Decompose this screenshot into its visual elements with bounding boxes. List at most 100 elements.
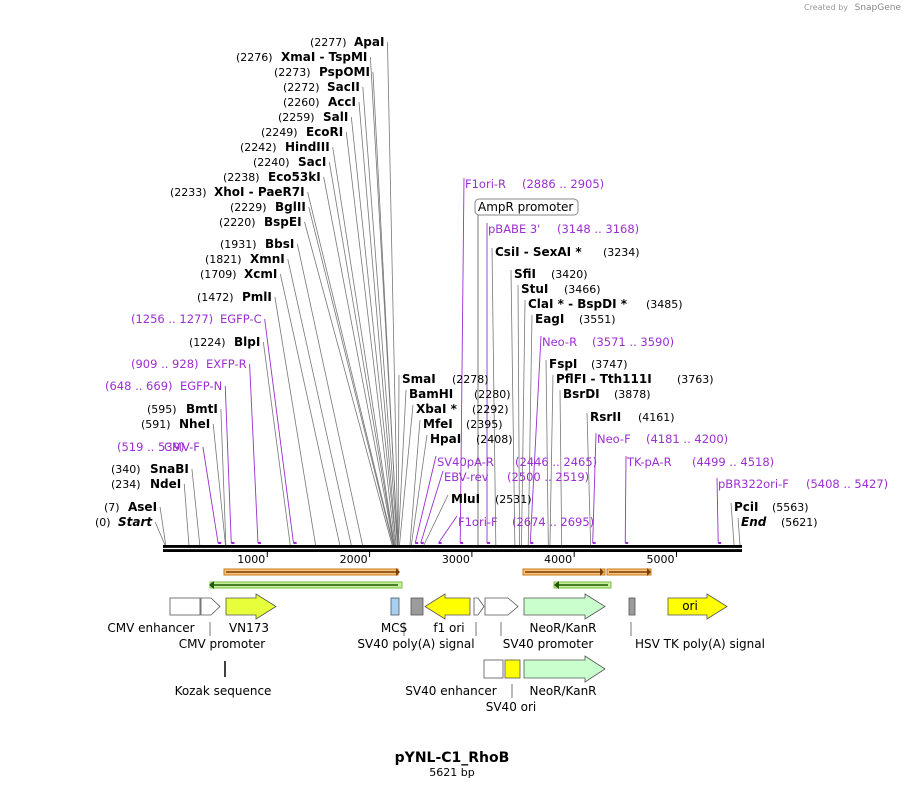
enzyme-name: Eco53kI [268, 170, 321, 184]
enzyme-name: BglII [275, 200, 306, 214]
primer-range: (5408 .. 5427) [806, 477, 888, 491]
enzyme-name: BbsI [265, 237, 294, 251]
enzyme-name: XmaI - TspMI [281, 50, 367, 64]
feature-shape [523, 593, 606, 620]
feature-label: SV40 promoter [503, 637, 594, 651]
enzyme-name: PciI [734, 500, 759, 514]
site-position: (2220) [219, 216, 256, 229]
site-position: (2238) [223, 171, 260, 184]
bar-arrowhead [209, 581, 214, 589]
site-line [296, 243, 363, 546]
primer-range: (2500 .. 2519) [507, 470, 589, 484]
axis-tick-label: 4000 [544, 553, 572, 566]
feature-label: SV40 poly(A) signal [357, 637, 474, 651]
enzyme-name: BspEI [264, 215, 302, 229]
site-position: (4161) [638, 411, 675, 424]
enzyme-name: AccI [328, 95, 356, 109]
site-line [350, 116, 397, 546]
site-position: (7) [104, 501, 120, 514]
site-line [358, 101, 397, 546]
site-line [362, 86, 398, 546]
primer-range: (1256 .. 1277) [131, 312, 213, 326]
enzyme-name: SacII [327, 80, 360, 94]
feature-label: f1 ori [433, 621, 464, 635]
site-position: (1709) [200, 268, 237, 281]
site-position: (2395) [466, 418, 503, 431]
enzyme-name: HindIII [285, 140, 330, 154]
site-position: (2276) [236, 51, 273, 64]
enzyme-name: SacI [298, 155, 326, 169]
site-line [521, 299, 526, 546]
primer-name: pBR322ori-F [718, 477, 789, 491]
enzyme-name: MluI [451, 492, 480, 506]
bar-arrowhead [647, 568, 651, 576]
enzyme-name: SalI [323, 110, 348, 124]
map-title: pYNL-C1_RhoB [395, 750, 510, 766]
primer-line [624, 455, 627, 544]
site-position: (2278) [452, 373, 489, 386]
primer-line [420, 470, 444, 544]
site-position: (2280) [474, 388, 511, 401]
site-position: (5563) [772, 501, 809, 514]
enzyme-name: SnaBI [150, 462, 189, 476]
feature-shape [504, 659, 521, 679]
site-line [559, 389, 563, 546]
site-position: (5621) [781, 516, 818, 529]
primer-name: EGFP-N [180, 379, 222, 393]
site-position: (3420) [551, 268, 588, 281]
site-position: (2292) [472, 403, 509, 416]
feature-label: CMV enhancer [107, 621, 194, 635]
site-line [399, 404, 414, 546]
site-line [737, 517, 741, 546]
feature-label: NeoR/KanR [529, 621, 596, 635]
site-position: (1931) [220, 238, 257, 251]
feature-shape [169, 597, 201, 616]
enzyme-name: Start [118, 515, 153, 529]
enzyme-name: NheI [179, 417, 210, 431]
enzyme-name: XhoI - PaeR7I [214, 185, 305, 199]
site-position: (3747) [591, 358, 628, 371]
primer-name: Neo-R [542, 335, 577, 349]
feature-label: MCS [381, 621, 407, 635]
enzyme-name: ApaI [354, 35, 384, 49]
site-position: (3551) [579, 313, 616, 326]
site-position: (0) [95, 516, 111, 529]
site-position: (3485) [646, 298, 683, 311]
feature-shape [667, 593, 728, 620]
bar-arrowhead [396, 568, 400, 576]
enzyme-name: ClaI * - BspDI * [528, 297, 628, 311]
site-position: (2233) [170, 186, 207, 199]
enzyme-name: SmaI [402, 372, 436, 386]
feature-label: NeoR/KanR [529, 684, 596, 698]
site-line [328, 161, 395, 546]
site-line [262, 341, 291, 546]
site-line [517, 284, 520, 546]
primer-range: (909 .. 928) [131, 357, 199, 371]
site-position: (2272) [283, 81, 320, 94]
site-line [491, 247, 497, 546]
enzyme-name: XbaI * [416, 402, 458, 416]
enzyme-name: SfiI [514, 267, 536, 281]
primer-line [459, 177, 465, 544]
site-position: (340) [111, 463, 141, 476]
enzyme-name: PmlI [242, 290, 272, 304]
enzyme-name: XcmI [244, 267, 277, 281]
primer-line [529, 335, 542, 544]
site-line [387, 41, 399, 546]
enzyme-name: NdeI [150, 477, 181, 491]
primer-range: (519 .. 539) [117, 440, 185, 454]
site-position: (2249) [261, 126, 298, 139]
primer-line [716, 477, 719, 544]
feature-shape [390, 597, 400, 616]
feature-shape [628, 597, 636, 616]
feature-shape [483, 659, 504, 679]
feature-label: SV40 ori [486, 700, 537, 714]
site-line [304, 221, 393, 546]
enzyme-name: RsrII [590, 410, 621, 424]
site-position: (2273) [274, 66, 311, 79]
axis-tick-label: 5000 [646, 553, 674, 566]
site-line [159, 506, 167, 546]
primer-line [414, 455, 437, 544]
enzyme-name: EcoRI [306, 125, 343, 139]
site-line [279, 273, 341, 546]
